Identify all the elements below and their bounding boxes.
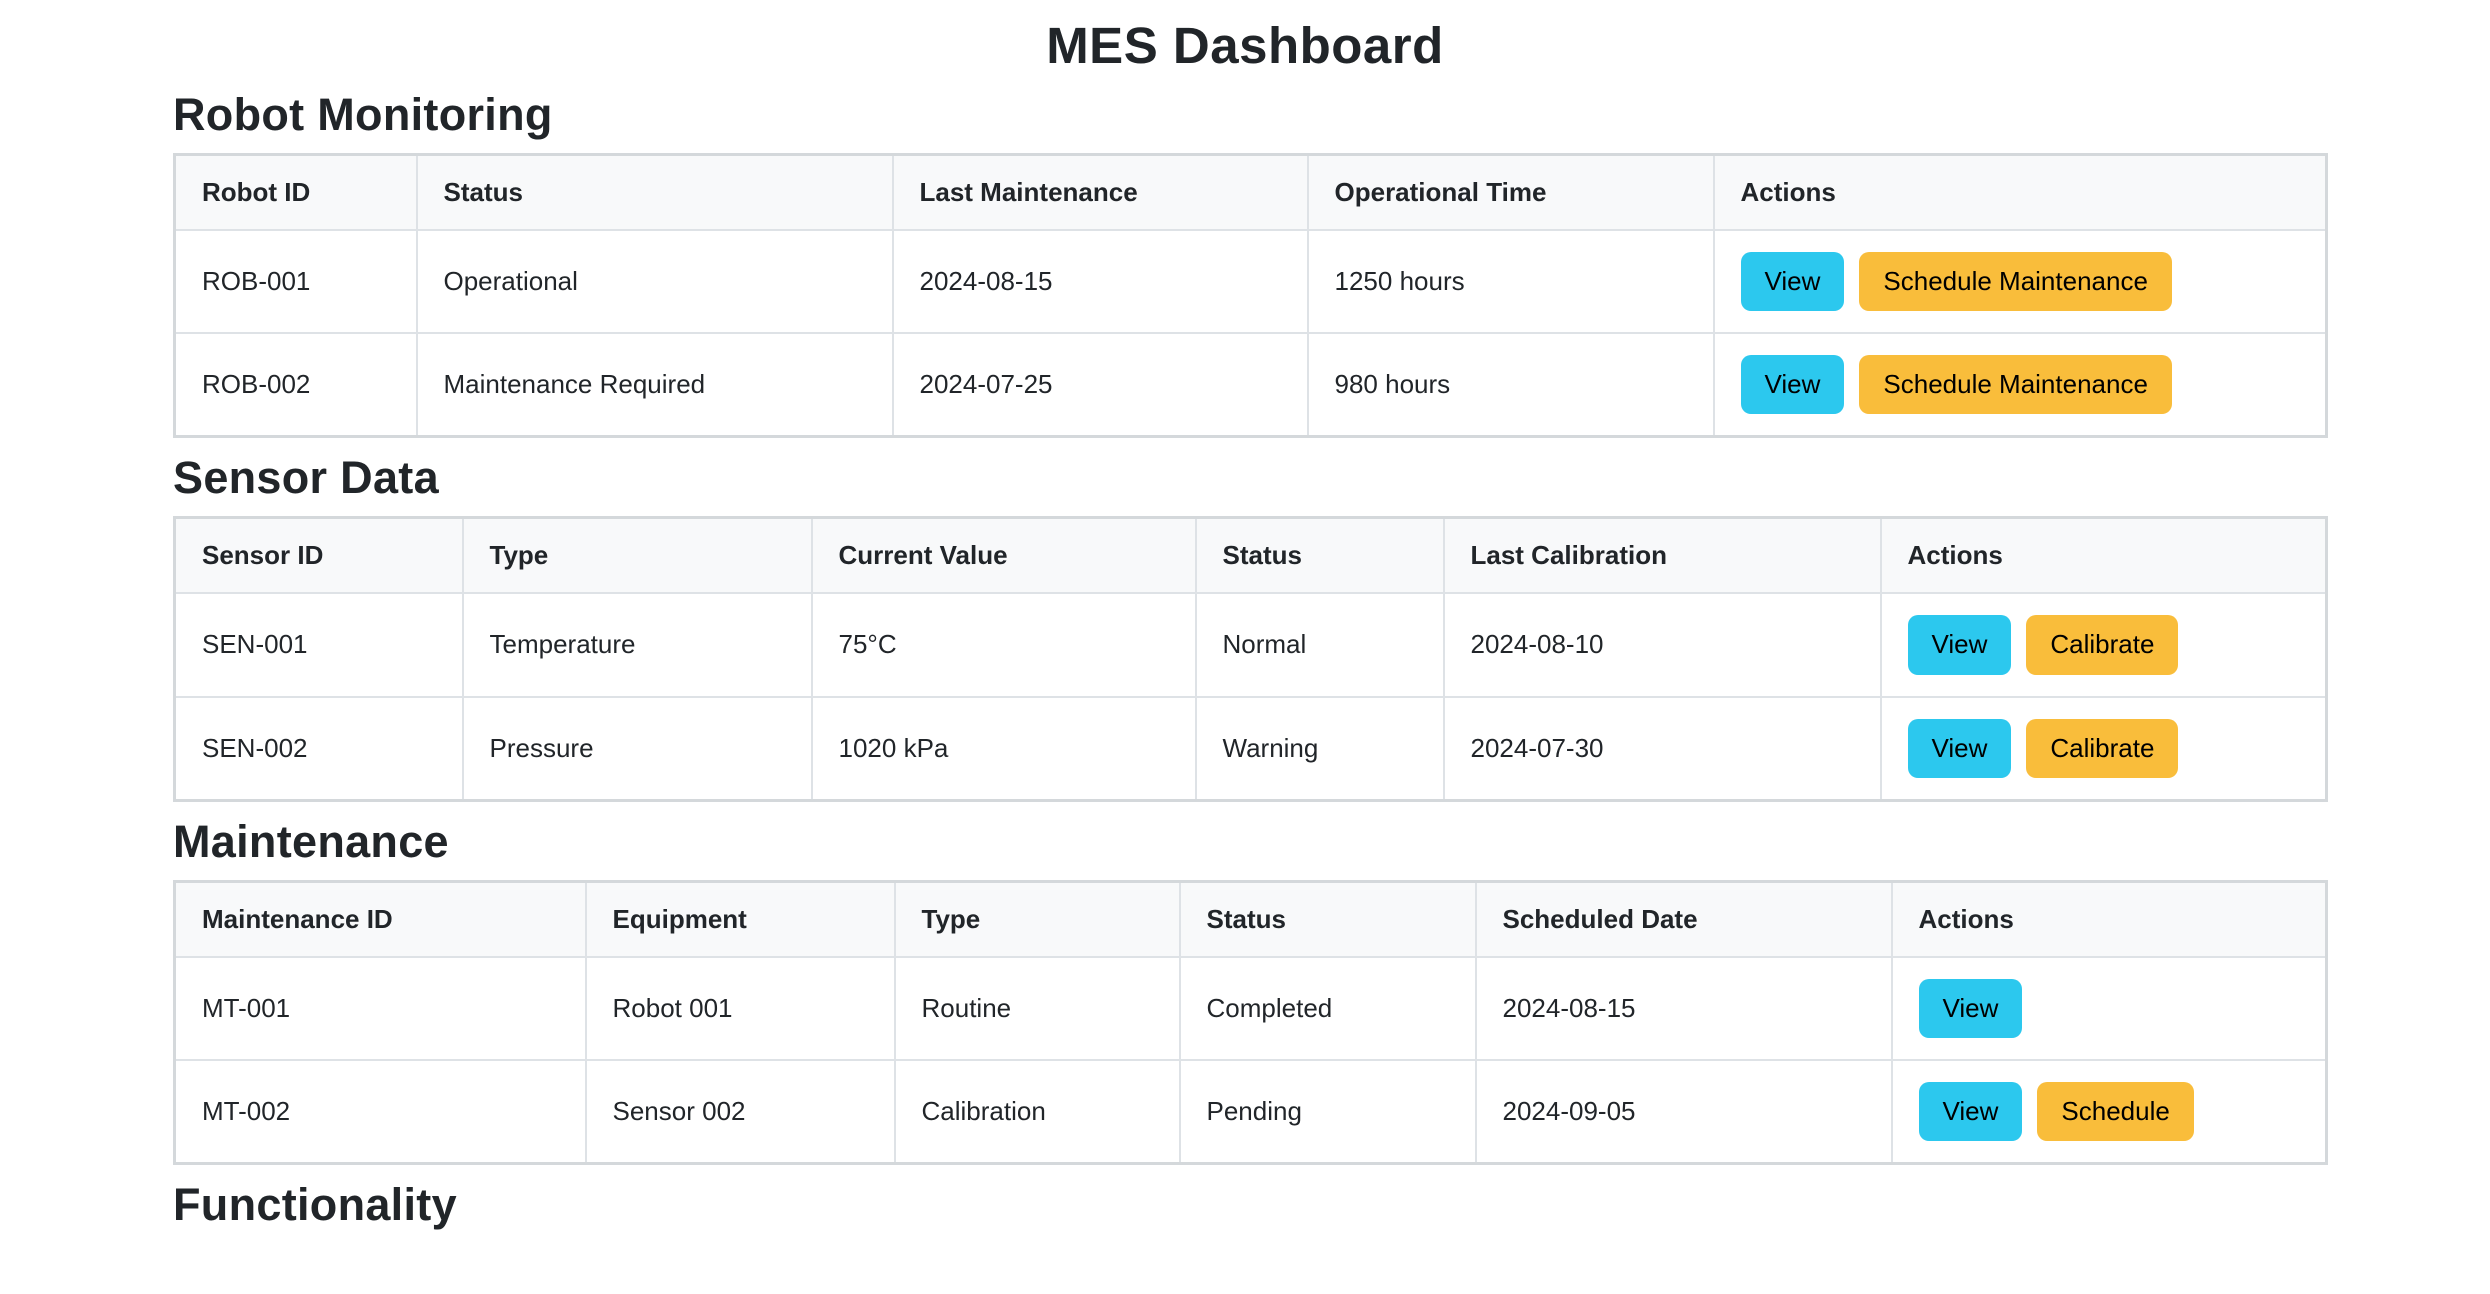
table-row: MT-002 Sensor 002 Calibration Pending 20… bbox=[173, 1058, 2328, 1165]
functionality-heading: Functionality bbox=[173, 1179, 457, 1231]
cell-type: Routine bbox=[893, 955, 1181, 1061]
view-button[interactable]: View bbox=[1740, 252, 1845, 312]
column-header-operational-time: Operational Time bbox=[1306, 153, 1715, 231]
cell-actions: View Schedule Maintenance bbox=[1712, 228, 2328, 335]
cell-status: Maintenance Required bbox=[415, 332, 894, 438]
actions-group: View bbox=[1918, 978, 2300, 1038]
table-row: ROB-001 Operational 2024-08-15 1250 hour… bbox=[173, 228, 2328, 335]
cell-type: Pressure bbox=[461, 695, 813, 802]
column-header-current-value: Current Value bbox=[810, 516, 1197, 595]
cell-sensor-id: SEN-001 bbox=[173, 592, 464, 698]
sensor-data-table: Sensor ID Type Current Value Status Last… bbox=[173, 516, 2328, 802]
cell-last-calibration: 2024-08-10 bbox=[1442, 592, 1882, 698]
robot-table-header-row: Robot ID Status Last Maintenance Operati… bbox=[173, 153, 2328, 231]
column-header-equipment: Equipment bbox=[584, 880, 896, 958]
cell-actions: View Schedule Maintenance bbox=[1712, 332, 2328, 438]
maintenance-heading: Maintenance bbox=[173, 815, 449, 867]
cell-current-value: 75°C bbox=[810, 592, 1197, 698]
view-button[interactable]: View bbox=[1918, 978, 2023, 1038]
cell-status: Warning bbox=[1194, 695, 1445, 802]
column-header-status: Status bbox=[415, 153, 894, 231]
column-header-type: Type bbox=[893, 880, 1181, 958]
cell-scheduled-date: 2024-08-15 bbox=[1474, 955, 1893, 1061]
cell-actions: View bbox=[1890, 955, 2328, 1061]
column-header-last-maintenance: Last Maintenance bbox=[891, 153, 1309, 231]
column-header-sensor-id: Sensor ID bbox=[173, 516, 464, 595]
cell-robot-id: ROB-002 bbox=[173, 332, 418, 438]
cell-maintenance-id: MT-001 bbox=[173, 955, 587, 1061]
cell-actions: View Calibrate bbox=[1879, 592, 2328, 698]
cell-last-maintenance: 2024-08-15 bbox=[891, 228, 1309, 335]
cell-maintenance-id: MT-002 bbox=[173, 1058, 587, 1165]
column-header-status: Status bbox=[1194, 516, 1445, 595]
cell-scheduled-date: 2024-09-05 bbox=[1474, 1058, 1893, 1165]
cell-operational-time: 980 hours bbox=[1306, 332, 1715, 438]
maintenance-table-header-row: Maintenance ID Equipment Type Status Sch… bbox=[173, 880, 2328, 958]
actions-group: View Schedule Maintenance bbox=[1740, 355, 2300, 415]
view-button[interactable]: View bbox=[1907, 615, 2012, 675]
column-header-actions: Actions bbox=[1890, 880, 2328, 958]
cell-status: Normal bbox=[1194, 592, 1445, 698]
calibrate-button[interactable]: Calibrate bbox=[2026, 718, 2179, 778]
view-button[interactable]: View bbox=[1740, 355, 1845, 415]
column-header-maintenance-id: Maintenance ID bbox=[173, 880, 587, 958]
column-header-actions: Actions bbox=[1712, 153, 2328, 231]
column-header-last-calibration: Last Calibration bbox=[1442, 516, 1882, 595]
cell-type: Temperature bbox=[461, 592, 813, 698]
cell-equipment: Robot 001 bbox=[584, 955, 896, 1061]
cell-equipment: Sensor 002 bbox=[584, 1058, 896, 1165]
cell-last-calibration: 2024-07-30 bbox=[1442, 695, 1882, 802]
cell-status: Operational bbox=[415, 228, 894, 335]
actions-group: View Schedule bbox=[1918, 1081, 2300, 1142]
column-header-scheduled-date: Scheduled Date bbox=[1474, 880, 1893, 958]
schedule-maintenance-button[interactable]: Schedule Maintenance bbox=[1859, 252, 2172, 312]
column-header-robot-id: Robot ID bbox=[173, 153, 418, 231]
actions-group: View Calibrate bbox=[1907, 615, 2300, 675]
table-row: MT-001 Robot 001 Routine Completed 2024-… bbox=[173, 955, 2328, 1061]
sensor-data-heading: Sensor Data bbox=[173, 452, 439, 504]
cell-status: Pending bbox=[1178, 1058, 1477, 1165]
actions-group: View Schedule Maintenance bbox=[1740, 252, 2300, 312]
actions-group: View Calibrate bbox=[1907, 718, 2300, 778]
table-row: SEN-001 Temperature 75°C Normal 2024-08-… bbox=[173, 592, 2328, 698]
robot-monitoring-section: Robot Monitoring Robot ID Status Last Ma… bbox=[173, 89, 2328, 439]
column-header-actions: Actions bbox=[1879, 516, 2328, 595]
cell-actions: View Schedule bbox=[1890, 1058, 2328, 1165]
robot-monitoring-table: Robot ID Status Last Maintenance Operati… bbox=[173, 153, 2328, 439]
cell-sensor-id: SEN-002 bbox=[173, 695, 464, 802]
page-title: MES Dashboard bbox=[1046, 17, 1444, 74]
view-button[interactable]: View bbox=[1907, 718, 2012, 778]
cell-last-maintenance: 2024-07-25 bbox=[891, 332, 1309, 438]
sensor-data-section: Sensor Data Sensor ID Type Current Value… bbox=[173, 452, 2328, 802]
cell-operational-time: 1250 hours bbox=[1306, 228, 1715, 335]
sensor-table-header-row: Sensor ID Type Current Value Status Last… bbox=[173, 516, 2328, 595]
cell-robot-id: ROB-001 bbox=[173, 228, 418, 335]
cell-status: Completed bbox=[1178, 955, 1477, 1061]
cell-actions: View Calibrate bbox=[1879, 695, 2328, 802]
view-button[interactable]: View bbox=[1918, 1081, 2023, 1142]
functionality-section: Functionality bbox=[173, 1179, 2325, 1231]
cell-type: Calibration bbox=[893, 1058, 1181, 1165]
column-header-status: Status bbox=[1178, 880, 1477, 958]
calibrate-button[interactable]: Calibrate bbox=[2026, 615, 2179, 675]
robot-monitoring-heading: Robot Monitoring bbox=[173, 89, 553, 140]
page-content: Robot Monitoring Robot ID Status Last Ma… bbox=[0, 89, 2490, 1231]
cell-current-value: 1020 kPa bbox=[810, 695, 1197, 802]
maintenance-section: Maintenance Maintenance ID Equipment Typ… bbox=[173, 815, 2328, 1166]
table-row: ROB-002 Maintenance Required 2024-07-25 … bbox=[173, 332, 2328, 438]
maintenance-table: Maintenance ID Equipment Type Status Sch… bbox=[173, 879, 2328, 1166]
schedule-maintenance-button[interactable]: Schedule Maintenance bbox=[1859, 355, 2172, 415]
schedule-button[interactable]: Schedule bbox=[2037, 1081, 2194, 1142]
mes-dashboard-page: MES Dashboard Robot Monitoring Robot ID … bbox=[0, 16, 2490, 1294]
table-row: SEN-002 Pressure 1020 kPa Warning 2024-0… bbox=[173, 695, 2328, 802]
column-header-type: Type bbox=[461, 516, 813, 595]
